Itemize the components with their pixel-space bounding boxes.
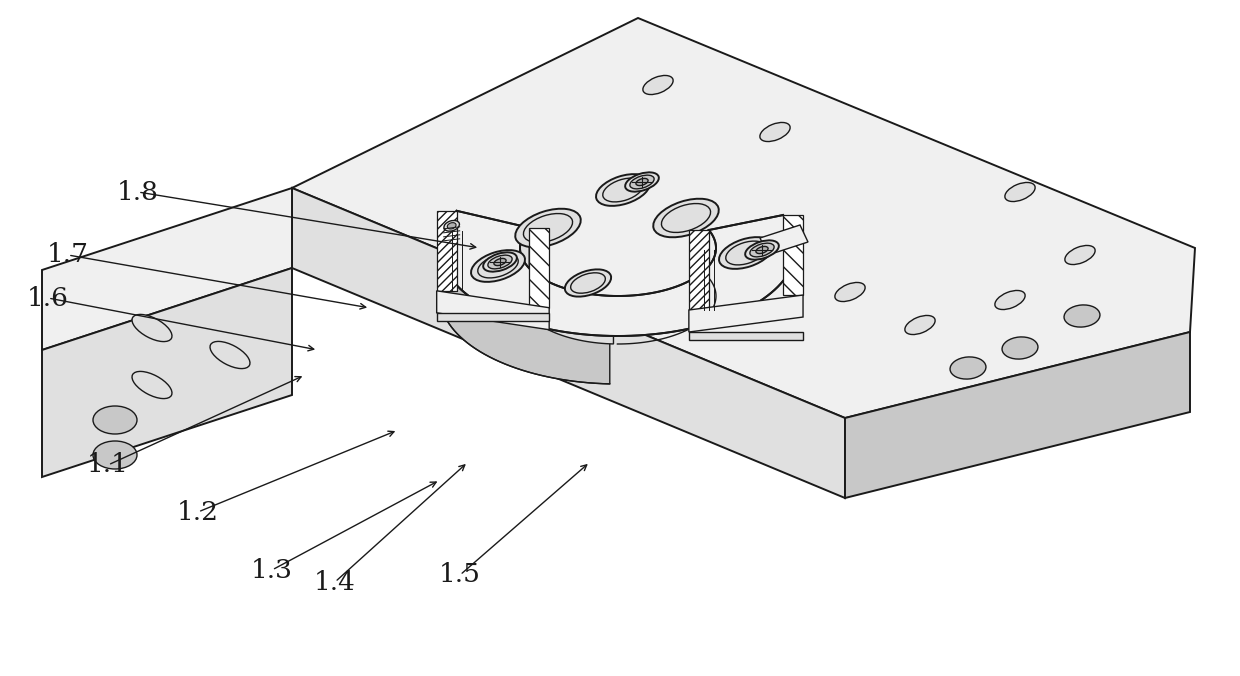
Text: 1.1: 1.1 [87, 452, 129, 477]
Ellipse shape [905, 316, 935, 335]
Ellipse shape [636, 178, 649, 186]
Ellipse shape [994, 291, 1025, 310]
Ellipse shape [471, 250, 525, 282]
Ellipse shape [760, 122, 790, 141]
Polygon shape [689, 332, 804, 340]
Ellipse shape [93, 406, 136, 434]
Ellipse shape [642, 76, 673, 95]
Polygon shape [689, 295, 804, 332]
Polygon shape [520, 228, 614, 344]
Polygon shape [844, 332, 1190, 498]
Ellipse shape [1002, 337, 1038, 359]
Ellipse shape [1004, 183, 1035, 201]
Ellipse shape [210, 341, 250, 368]
Ellipse shape [630, 175, 655, 189]
Text: 1.5: 1.5 [439, 562, 481, 587]
Ellipse shape [625, 172, 658, 192]
Ellipse shape [596, 174, 650, 206]
Ellipse shape [93, 441, 136, 469]
Polygon shape [291, 188, 844, 498]
Polygon shape [436, 211, 456, 291]
Polygon shape [440, 211, 796, 336]
Text: 1.2: 1.2 [177, 500, 219, 525]
Ellipse shape [565, 270, 611, 297]
Polygon shape [689, 230, 709, 310]
Polygon shape [440, 211, 610, 384]
Ellipse shape [516, 209, 580, 247]
Text: 1.8: 1.8 [117, 180, 159, 205]
Ellipse shape [719, 237, 773, 269]
Ellipse shape [484, 252, 517, 272]
Text: 1.3: 1.3 [250, 558, 293, 583]
Polygon shape [291, 18, 1195, 418]
Ellipse shape [750, 243, 774, 257]
Polygon shape [782, 215, 804, 295]
Text: 1.7: 1.7 [47, 243, 89, 268]
Ellipse shape [756, 247, 768, 254]
Ellipse shape [653, 199, 719, 237]
Text: 1.6: 1.6 [27, 285, 69, 310]
Text: 1.4: 1.4 [314, 569, 356, 594]
Ellipse shape [494, 258, 506, 266]
Polygon shape [436, 313, 549, 321]
Polygon shape [42, 188, 291, 350]
Ellipse shape [444, 220, 460, 231]
Polygon shape [436, 291, 549, 330]
Ellipse shape [1065, 245, 1095, 264]
Polygon shape [529, 228, 549, 308]
Polygon shape [42, 268, 291, 477]
Ellipse shape [131, 314, 172, 341]
Ellipse shape [448, 222, 456, 229]
Ellipse shape [131, 371, 172, 399]
Polygon shape [760, 225, 808, 255]
Ellipse shape [1064, 305, 1100, 327]
Ellipse shape [950, 357, 986, 379]
Ellipse shape [835, 283, 866, 301]
Ellipse shape [487, 255, 512, 269]
Ellipse shape [745, 241, 779, 260]
